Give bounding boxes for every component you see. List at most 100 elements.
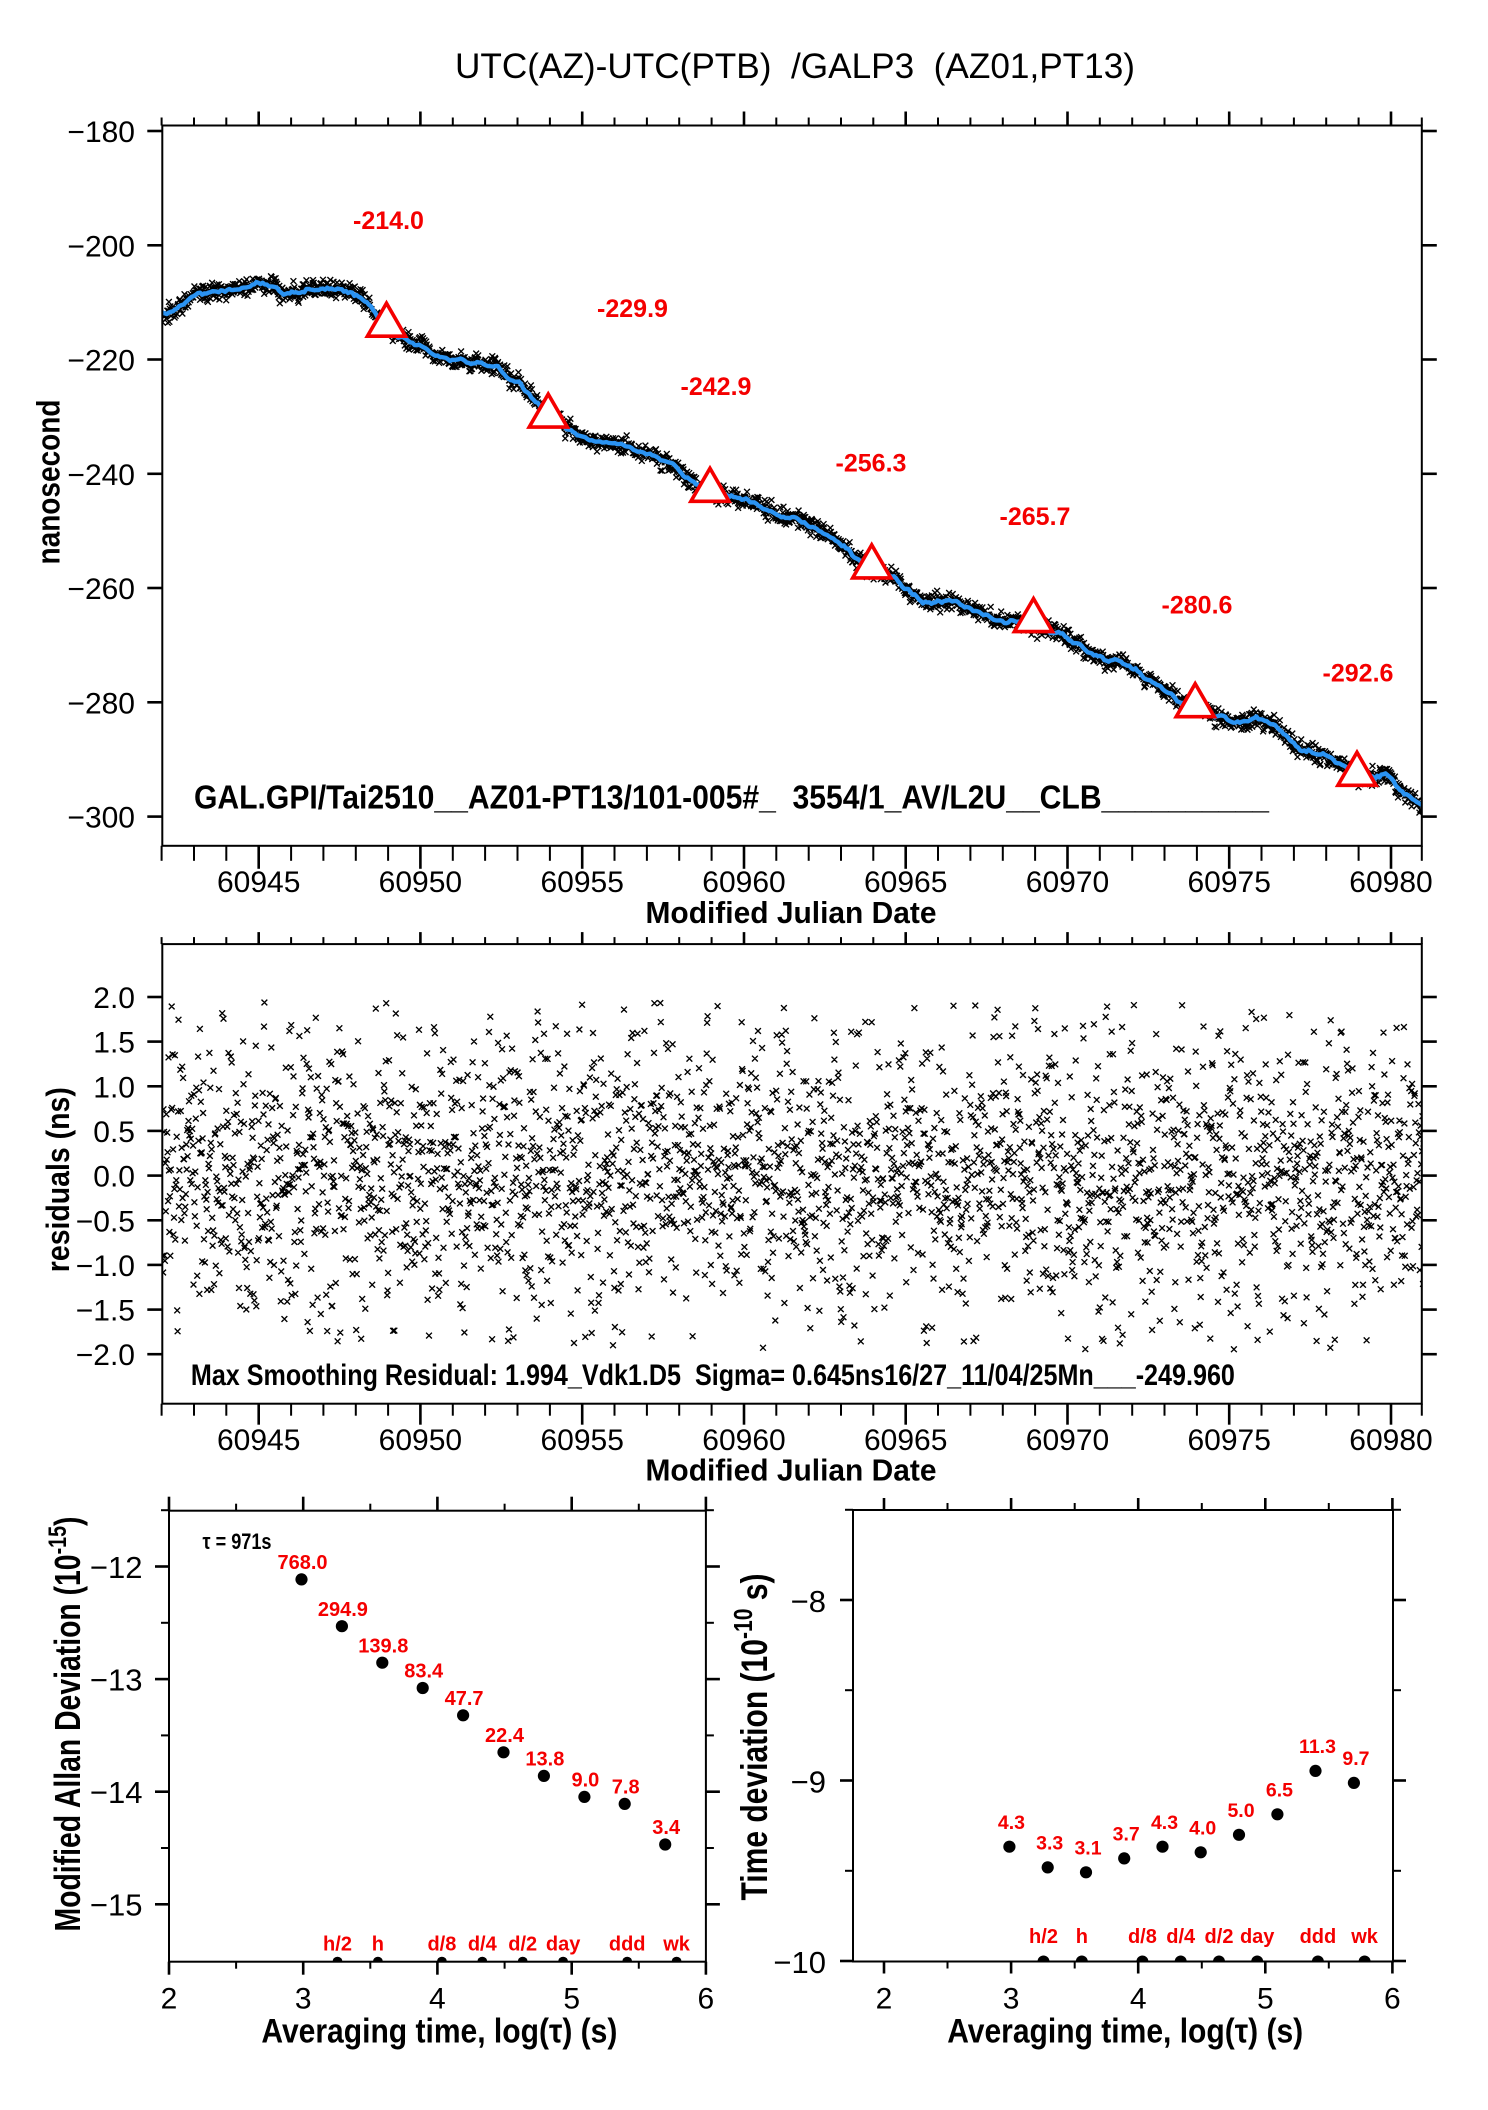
svg-text:60975: 60975 <box>1187 1424 1270 1457</box>
svg-text:83.4: 83.4 <box>404 1661 444 1683</box>
svg-text:d/2: d/2 <box>508 1933 537 1955</box>
svg-text:2.0: 2.0 <box>93 982 135 1015</box>
svg-text:3: 3 <box>295 1983 312 2016</box>
svg-text:−8: −8 <box>791 1584 826 1619</box>
svg-text:60960: 60960 <box>702 1424 785 1457</box>
svg-text:60960: 60960 <box>702 866 785 899</box>
svg-text:d/2: d/2 <box>1205 1926 1234 1948</box>
svg-text:−2.0: −2.0 <box>76 1339 135 1372</box>
svg-text:−200: −200 <box>67 230 135 263</box>
svg-text:-242.9: -242.9 <box>681 373 752 401</box>
svg-text:residuals (ns): residuals (ns) <box>40 1087 76 1272</box>
svg-text:nanosecond: nanosecond <box>31 400 67 565</box>
svg-text:−15: −15 <box>90 1888 143 1923</box>
svg-text:Averaging time, log(τ) (s): Averaging time, log(τ) (s) <box>261 2013 617 2051</box>
svg-text:60965: 60965 <box>864 866 947 899</box>
svg-text:4.3: 4.3 <box>1151 1812 1178 1834</box>
svg-text:9.7: 9.7 <box>1342 1748 1369 1770</box>
svg-text:h/2: h/2 <box>1029 1926 1058 1948</box>
svg-text:d/8: d/8 <box>427 1933 456 1955</box>
svg-text:4: 4 <box>1130 1983 1147 2016</box>
svg-text:139.8: 139.8 <box>358 1635 408 1657</box>
svg-text:6.5: 6.5 <box>1266 1780 1293 1802</box>
svg-text:h/2: h/2 <box>323 1933 352 1955</box>
svg-text:5.0: 5.0 <box>1227 1800 1254 1822</box>
svg-text:−10: −10 <box>773 1945 826 1980</box>
svg-text:-229.9: -229.9 <box>597 295 668 323</box>
svg-text:−180: −180 <box>67 116 135 149</box>
svg-text:−0.5: −0.5 <box>76 1205 135 1238</box>
svg-text:2: 2 <box>876 1983 893 2016</box>
svg-text:wk: wk <box>662 1933 691 1955</box>
svg-text:294.9: 294.9 <box>318 1599 368 1621</box>
svg-text:60975: 60975 <box>1187 866 1270 899</box>
svg-text:3.4: 3.4 <box>652 1817 681 1839</box>
svg-text:13.8: 13.8 <box>525 1749 564 1771</box>
svg-text:ddd: ddd <box>1300 1926 1337 1948</box>
svg-text:60970: 60970 <box>1026 1424 1109 1457</box>
svg-text:60945: 60945 <box>217 866 300 899</box>
svg-text:d/4: d/4 <box>468 1933 498 1955</box>
svg-text:−1.5: −1.5 <box>76 1295 135 1328</box>
svg-text:-265.7: -265.7 <box>1000 503 1071 531</box>
svg-text:60955: 60955 <box>540 1424 623 1457</box>
svg-text:d/4: d/4 <box>1166 1926 1196 1948</box>
svg-text:−12: −12 <box>90 1550 143 1585</box>
svg-text:9.0: 9.0 <box>571 1770 599 1792</box>
svg-text:3.7: 3.7 <box>1113 1824 1140 1846</box>
svg-text:h: h <box>372 1933 384 1955</box>
svg-text:wk: wk <box>1350 1926 1379 1948</box>
svg-text:ddd: ddd <box>609 1933 646 1955</box>
svg-text:3: 3 <box>1003 1983 1020 2016</box>
svg-text:0.0: 0.0 <box>93 1161 135 1194</box>
svg-text:−9: −9 <box>791 1765 826 1800</box>
svg-text:Modified Julian Date: Modified Julian Date <box>646 895 937 930</box>
svg-text:-256.3: -256.3 <box>836 450 907 478</box>
svg-text:day: day <box>546 1933 581 1955</box>
svg-text:Modified Allan Deviation (10-1: Modified Allan Deviation (10-15) <box>44 1517 88 1932</box>
svg-text:60955: 60955 <box>540 866 623 899</box>
svg-text:−300: −300 <box>67 802 135 835</box>
svg-text:3.3: 3.3 <box>1036 1833 1063 1855</box>
svg-text:5: 5 <box>563 1983 580 2016</box>
svg-text:−14: −14 <box>90 1775 143 1810</box>
svg-text:−280: −280 <box>67 687 135 720</box>
svg-text:1.5: 1.5 <box>93 1027 135 1060</box>
svg-text:h: h <box>1076 1926 1088 1948</box>
svg-text:−220: −220 <box>67 345 135 378</box>
svg-text:Modified Julian Date: Modified Julian Date <box>646 1453 937 1488</box>
svg-text:−240: −240 <box>67 459 135 492</box>
svg-text:d/8: d/8 <box>1128 1926 1157 1948</box>
svg-text:1.0: 1.0 <box>93 1071 135 1104</box>
svg-text:60970: 60970 <box>1026 866 1109 899</box>
svg-text:GAL.GPI/Tai2510__AZ01-PT13/101: GAL.GPI/Tai2510__AZ01-PT13/101-005#_ 355… <box>194 779 1269 816</box>
svg-text:60980: 60980 <box>1349 1424 1432 1457</box>
svg-text:UTC(AZ)-UTC(PTB) /GALP3 (AZ0: UTC(AZ)-UTC(PTB) /GALP3 (AZ01,PT13) <box>455 46 1135 86</box>
svg-text:7.8: 7.8 <box>612 1777 640 1799</box>
svg-text:-292.6: -292.6 <box>1323 660 1394 688</box>
svg-text:60980: 60980 <box>1349 866 1432 899</box>
svg-text:6: 6 <box>698 1983 715 2016</box>
svg-text:τ = 971s: τ = 971s <box>203 1529 272 1554</box>
svg-text:0.5: 0.5 <box>93 1116 135 1149</box>
svg-text:3.1: 3.1 <box>1074 1838 1101 1860</box>
svg-text:day: day <box>1240 1926 1275 1948</box>
svg-text:4.0: 4.0 <box>1189 1818 1216 1840</box>
svg-text:Max Smoothing Residual: 1.994_: Max Smoothing Residual: 1.994_Vdk1.D5 Si… <box>191 1359 1235 1392</box>
svg-text:11.3: 11.3 <box>1299 1736 1336 1758</box>
svg-text:4: 4 <box>429 1983 446 2016</box>
svg-text:4.3: 4.3 <box>998 1812 1025 1834</box>
svg-text:−260: −260 <box>67 573 135 606</box>
svg-text:−1.0: −1.0 <box>76 1250 135 1283</box>
svg-text:-214.0: -214.0 <box>353 207 424 235</box>
svg-text:60950: 60950 <box>379 1424 462 1457</box>
svg-text:768.0: 768.0 <box>277 1552 327 1574</box>
svg-text:60950: 60950 <box>379 866 462 899</box>
svg-text:6: 6 <box>1384 1983 1401 2016</box>
svg-text:Averaging time, log(τ) (s): Averaging time, log(τ) (s) <box>947 2013 1303 2051</box>
svg-text:47.7: 47.7 <box>445 1688 484 1710</box>
svg-text:22.4: 22.4 <box>485 1725 525 1747</box>
svg-text:2: 2 <box>161 1983 178 2016</box>
svg-text:60945: 60945 <box>217 1424 300 1457</box>
svg-text:−13: −13 <box>90 1663 143 1698</box>
